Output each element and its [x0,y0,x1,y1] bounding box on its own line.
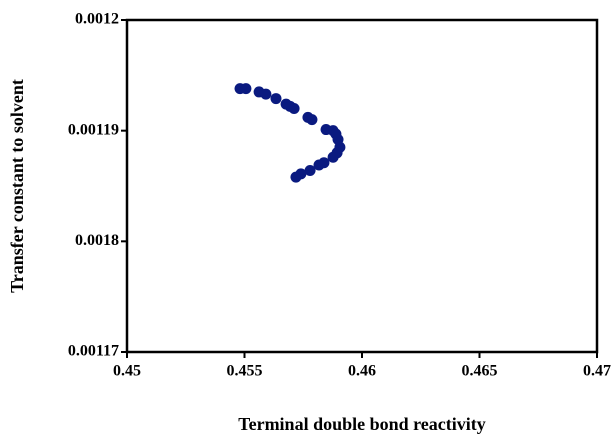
point [240,83,252,95]
point [288,103,300,115]
point [313,159,325,171]
x-tick-label: 0.46 [348,363,376,380]
point [260,88,272,100]
y-axis-title: Transfer constant to solvent [7,79,27,293]
x-axis-title: Terminal double bond reactivity [238,414,486,434]
point [270,93,282,105]
y-tick-label: 0.00117 [68,343,119,360]
point [290,171,302,183]
plot-frame [125,18,599,354]
x-tick-label: 0.455 [227,363,263,380]
point [306,114,318,126]
point [327,151,339,163]
x-tick-label: 0.47 [583,363,611,380]
x-tick-label: 0.465 [462,363,498,380]
point [304,165,316,177]
x-tick-label: 0.45 [113,363,141,380]
y-tick-label: 0.0018 [75,232,119,249]
y-tick-label: 0.00119 [68,121,119,138]
y-tick-label: 0.0012 [75,11,119,28]
